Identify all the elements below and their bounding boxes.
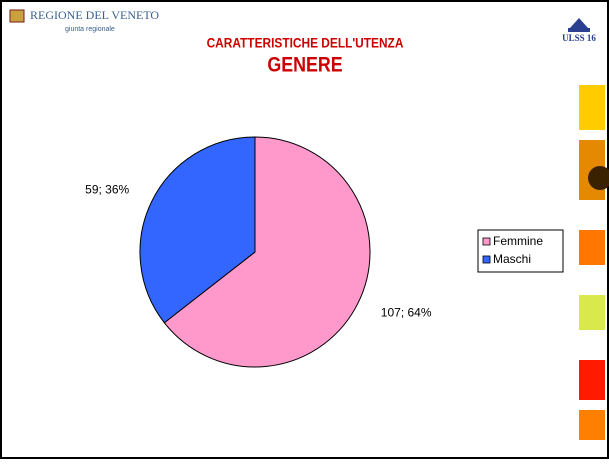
strip-orange [579,230,605,265]
region-emblem [9,9,25,23]
legend-swatch [482,237,491,246]
data-label: 107; 64% [381,306,432,320]
side-strip [576,62,609,456]
region-subtitle: giunta regionale [65,26,115,33]
pie-slice [139,136,256,324]
strip-red [579,360,605,400]
strip-yellow [579,85,605,130]
legend-swatch [482,255,491,264]
logo-text: ULSS 16 [562,33,596,43]
legend-label: Femmine [493,234,543,248]
data-label: 59; 36% [85,183,129,197]
legend-label: Maschi [493,252,531,266]
sunflower-center [588,166,609,190]
chart-title: CARATTERISTICHE DELL'UTENZA [207,35,404,51]
chart-subtitle: GENERE [267,53,342,77]
strip-green [579,295,605,330]
logo-base [568,28,590,32]
logo-dome [570,18,588,28]
strip-orange2 [579,410,605,440]
region-name: REGIONE DEL VENETO [30,8,159,22]
pie-slice [163,136,371,368]
legend-box [477,229,564,273]
